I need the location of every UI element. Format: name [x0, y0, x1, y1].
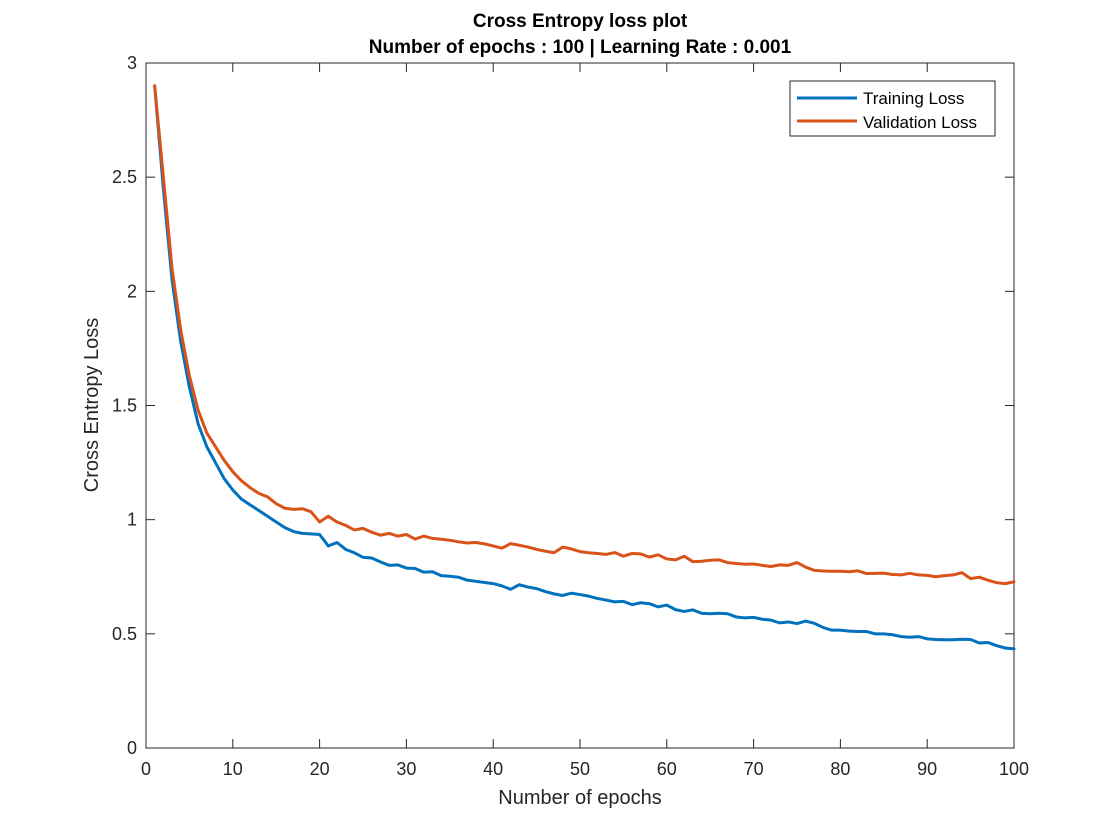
y-tick-label: 0	[127, 738, 137, 758]
chart-title: Cross Entropy loss plot	[473, 11, 688, 32]
x-tick-label: 100	[999, 759, 1029, 779]
y-tick-label: 1.5	[112, 396, 137, 416]
legend-label-validation: Validation Loss	[863, 113, 977, 132]
legend-label-training: Training Loss	[863, 89, 964, 108]
x-tick-label: 20	[310, 759, 330, 779]
plot-area-frame	[145, 62, 1015, 749]
y-tick-label: 3	[127, 53, 137, 73]
series-line-validation-loss	[153, 84, 1016, 586]
series-line-training-loss	[153, 84, 1016, 651]
y-tick-label: 2	[127, 281, 137, 301]
x-tick-label: 80	[830, 759, 850, 779]
x-tick-label: 10	[223, 759, 243, 779]
x-tick-label: 50	[570, 759, 590, 779]
x-tick-label: 30	[396, 759, 416, 779]
x-axis-label: Number of epochs	[498, 787, 661, 809]
x-tick-label: 0	[141, 759, 151, 779]
x-tick-label: 40	[483, 759, 503, 779]
x-tick-label: 70	[744, 759, 764, 779]
y-tick-label: 0.5	[112, 624, 137, 644]
y-tick-label: 1	[127, 510, 137, 530]
y-tick-label: 2.5	[112, 167, 137, 187]
series-group	[153, 84, 1016, 651]
legend: Training Loss Validation Loss	[789, 80, 996, 137]
x-tick-label: 60	[657, 759, 677, 779]
x-axis-ticks: 0 10 20 30 40 50 60 70 80 90 100	[141, 63, 1029, 779]
legend-box	[789, 80, 996, 137]
x-tick-label: 90	[917, 759, 937, 779]
y-axis-ticks: 0 0.5 1 1.5 2 2.5 3	[112, 53, 1014, 758]
y-axis-label: Cross Entropy Loss	[81, 318, 103, 493]
chart-subtitle: Number of epochs : 100 | Learning Rate :…	[369, 37, 792, 58]
